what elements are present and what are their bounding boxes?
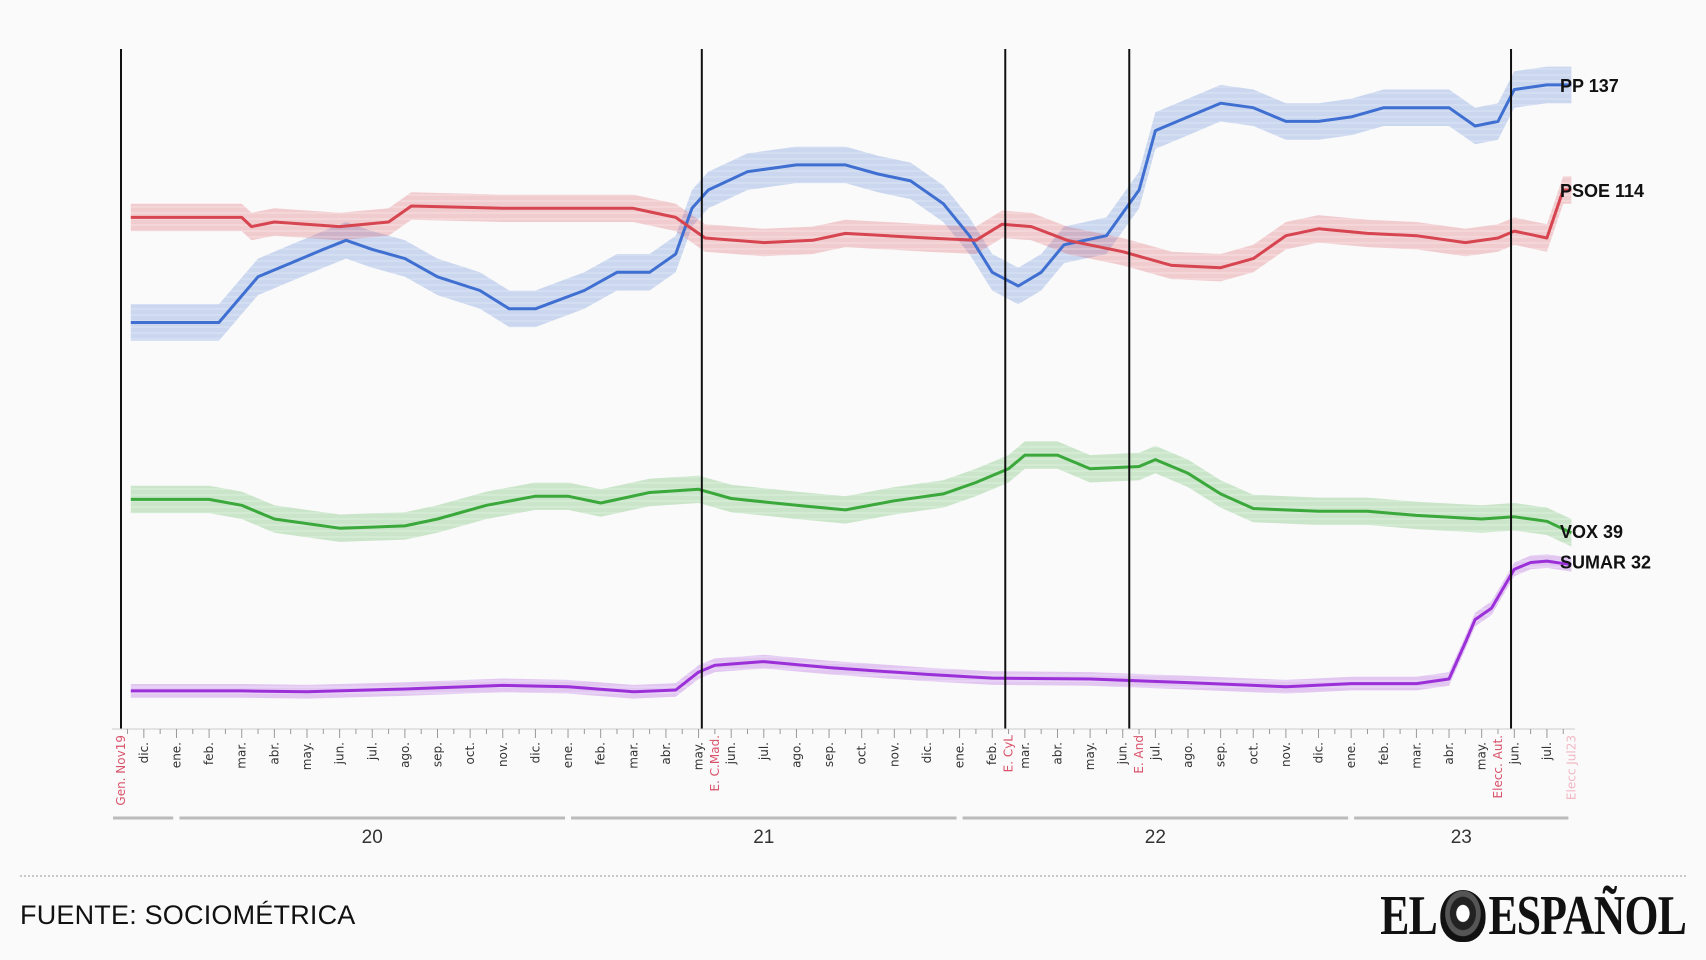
month-tick-label: mar.: [1018, 742, 1032, 769]
month-tick-label: ago.: [398, 742, 412, 768]
month-tick-label: sep.: [431, 742, 445, 767]
psoe-series-line: [130, 188, 1572, 270]
year-label: 23: [1451, 827, 1472, 848]
month-tick-label: feb.: [985, 742, 999, 765]
month-tick-label: nov.: [1279, 742, 1293, 767]
month-tick-label: dic.: [528, 742, 542, 763]
pp-end-label: PP 137: [1560, 76, 1619, 96]
month-tick-label: dic.: [137, 742, 151, 763]
logo-text-left: EL: [1380, 885, 1437, 947]
month-tick-label: jul.: [1148, 742, 1162, 761]
month-tick-label: sep.: [1214, 742, 1228, 767]
sumar-series-line: [130, 559, 1572, 694]
psoe-end-label: PSOE 114: [1560, 181, 1644, 201]
month-tick-label: mar.: [1409, 742, 1423, 769]
month-tick-label: oct.: [463, 742, 477, 764]
vox-series-line: [130, 453, 1573, 535]
event-label: E. And: [1132, 735, 1146, 774]
month-tick-label: oct.: [1246, 742, 1260, 764]
el-espanol-logo: EL ESPAÑOL: [1380, 884, 1687, 948]
month-tick-label: dic.: [920, 742, 934, 763]
sumar-end-label: SUMAR 32: [1560, 553, 1651, 573]
month-tick-label: mar.: [626, 742, 640, 769]
month-tick-label: jul.: [757, 742, 771, 761]
month-tick-label: ene.: [169, 742, 183, 768]
month-tick-label: may.: [300, 742, 314, 770]
logo-text-right: ESPAÑOL: [1488, 885, 1686, 947]
month-tick-label: ene.: [953, 742, 967, 768]
month-tick-label: jun.: [1116, 742, 1130, 765]
vox-end-label: VOX 39: [1560, 522, 1623, 542]
source-note: FUENTE: SOCIOMÉTRICA: [20, 900, 356, 930]
psoe-band-hatch: [130, 176, 1572, 282]
event-label: E. CyL: [1002, 735, 1016, 773]
event-label: E. C.Mad.: [708, 735, 722, 792]
month-tick-label: may.: [1083, 742, 1097, 770]
month-tick-label: feb.: [594, 742, 608, 765]
year-label: 22: [1145, 827, 1166, 848]
month-tick-label: ago.: [1181, 742, 1195, 768]
month-tick-label: mar.: [235, 742, 249, 769]
month-tick-label: oct.: [855, 742, 869, 764]
month-tick-label: jul.: [365, 742, 379, 761]
event-label: Elecc. Aut.: [1491, 735, 1505, 798]
month-tick-label: jun.: [333, 742, 347, 765]
pp-band-hatch: [130, 66, 1572, 341]
month-tick-label: jun.: [1507, 742, 1521, 765]
month-tick-label: abr.: [267, 742, 281, 765]
event-label: Gen. Nov19: [114, 735, 128, 806]
month-tick-label: abr.: [1442, 742, 1456, 765]
year-label: 20: [362, 827, 383, 848]
month-tick-label: nov.: [887, 742, 901, 767]
month-tick-label: ene.: [1344, 742, 1358, 768]
month-tick-label: ene.: [561, 742, 575, 768]
month-tick-label: feb.: [202, 742, 216, 765]
month-tick-label: abr.: [659, 742, 673, 765]
month-tick-label: dic.: [1312, 742, 1326, 763]
lion-icon: [1440, 890, 1486, 942]
month-tick-label: jun.: [724, 742, 738, 765]
month-tick-label: may.: [1475, 742, 1489, 770]
month-tick-label: nov.: [496, 742, 510, 767]
footer-divider: [20, 875, 1686, 877]
month-tick-label: feb.: [1377, 742, 1391, 765]
month-tick-label: jul.: [1540, 742, 1554, 761]
pp-series-line: [130, 83, 1572, 324]
month-tick-label: abr.: [1050, 742, 1064, 765]
month-tick-label: sep.: [822, 742, 836, 767]
month-tick-label: ago.: [789, 742, 803, 768]
event-label: Elecc Jul23: [1564, 735, 1578, 800]
year-label: 21: [753, 827, 774, 848]
month-tick-label: may.: [692, 742, 706, 770]
